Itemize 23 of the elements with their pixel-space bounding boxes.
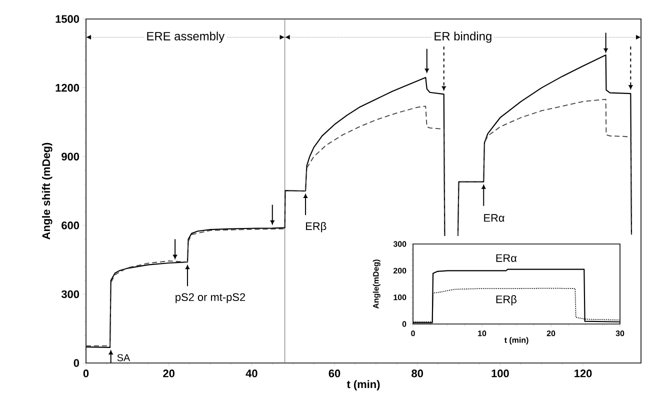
annotation: ERα [484, 214, 504, 222]
y-tick-label: 1200 [56, 84, 80, 92]
x-tick-label: 100 [492, 370, 509, 378]
series-label: ERα [496, 254, 517, 262]
annotation: ERE assembly [147, 32, 225, 43]
x-axis-title: t (min) [346, 380, 380, 390]
x-tick-label: 120 [574, 370, 592, 378]
y-tick-label: 300 [61, 290, 80, 298]
annotation: ERβ [306, 222, 326, 232]
x-tick-label: 20 [163, 370, 174, 378]
x-tick-label: 40 [246, 370, 258, 378]
y-tick-label: 0 [74, 359, 80, 367]
annotation: SA [117, 354, 130, 362]
y-axis-title: Angle shift (mDeg) [42, 142, 52, 240]
annotation: pS2 or mt-pS2 [176, 293, 246, 304]
x-tick-label: 80 [412, 370, 423, 378]
annotation: ER binding [434, 32, 492, 43]
x-tick-label: 60 [328, 370, 340, 378]
x-tick-label: 0 [83, 370, 89, 378]
y-tick-label: 1500 [56, 15, 80, 23]
series-label: ERβ [496, 295, 516, 306]
y-tick-label: 900 [62, 152, 80, 160]
y-tick-label: 600 [62, 222, 80, 230]
